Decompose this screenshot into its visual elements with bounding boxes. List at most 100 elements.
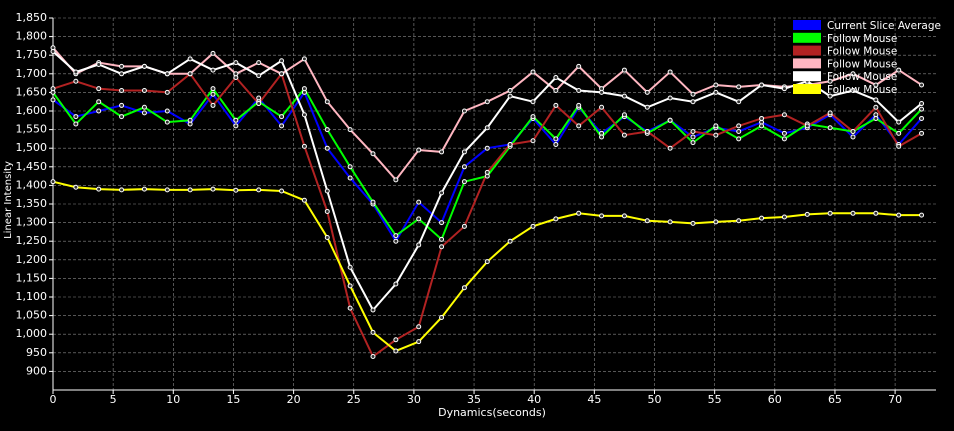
- data-point: [461, 108, 467, 114]
- data-point: [553, 75, 559, 81]
- data-point: [759, 215, 765, 221]
- data-point: [644, 89, 650, 95]
- data-point: [919, 106, 925, 112]
- data-point: [690, 220, 696, 226]
- y-tick-label: 1,150: [16, 271, 48, 284]
- data-point: [621, 213, 627, 219]
- data-point: [576, 123, 582, 129]
- data-point: [599, 104, 605, 110]
- data-point: [301, 197, 307, 203]
- data-point: [96, 186, 102, 192]
- data-point: [553, 216, 559, 222]
- x-axis-label: Dynamics(seconds): [438, 406, 546, 419]
- data-point: [233, 123, 239, 129]
- data-point: [73, 121, 79, 127]
- data-point: [919, 101, 925, 107]
- data-point: [873, 97, 879, 103]
- data-point: [324, 188, 330, 194]
- x-tick-label: 20: [287, 393, 301, 406]
- data-point: [736, 99, 742, 105]
- data-point: [347, 283, 353, 289]
- data-point: [233, 60, 239, 66]
- y-tick-label: 1,450: [16, 160, 48, 173]
- data-point: [73, 184, 79, 190]
- data-point: [461, 223, 467, 229]
- y-axis-label: Linear Intensity: [3, 161, 14, 239]
- data-point: [164, 187, 170, 193]
- data-point: [73, 78, 79, 84]
- data-point: [781, 86, 787, 92]
- data-point: [347, 127, 353, 133]
- data-point: [233, 117, 239, 123]
- data-point: [576, 88, 582, 94]
- data-point: [667, 117, 673, 123]
- data-point: [484, 125, 490, 131]
- legend-swatch: [793, 71, 821, 82]
- x-tick-label: 30: [407, 393, 421, 406]
- data-point: [50, 97, 56, 103]
- data-point: [119, 63, 125, 69]
- data-point: [644, 218, 650, 224]
- y-tick-label: 1,250: [16, 234, 48, 247]
- data-point: [804, 123, 810, 129]
- data-point: [896, 67, 902, 73]
- data-point: [347, 305, 353, 311]
- data-point: [736, 128, 742, 134]
- data-point: [530, 223, 536, 229]
- data-point: [256, 73, 262, 79]
- data-point: [850, 134, 856, 140]
- data-point: [896, 143, 902, 149]
- data-point: [690, 91, 696, 97]
- data-point: [416, 324, 422, 330]
- data-point: [256, 60, 262, 66]
- data-point: [896, 119, 902, 125]
- data-point: [690, 134, 696, 140]
- data-point: [461, 285, 467, 291]
- x-tick-label: 10: [166, 393, 180, 406]
- y-tick-label: 950: [26, 346, 47, 359]
- data-point: [576, 102, 582, 108]
- data-point: [599, 134, 605, 140]
- data-point: [164, 89, 170, 95]
- x-tick-label: 70: [888, 393, 902, 406]
- data-point: [370, 199, 376, 205]
- data-point: [736, 84, 742, 90]
- data-point: [461, 164, 467, 170]
- data-point: [850, 71, 856, 77]
- data-point: [759, 115, 765, 121]
- data-point: [713, 89, 719, 95]
- data-point: [736, 136, 742, 142]
- data-point: [119, 187, 125, 193]
- data-point: [599, 89, 605, 95]
- data-point: [553, 136, 559, 142]
- data-point: [141, 110, 147, 116]
- data-point: [301, 56, 307, 62]
- data-point: [324, 208, 330, 214]
- legend-swatch: [793, 45, 821, 56]
- data-point: [141, 104, 147, 110]
- data-point: [347, 164, 353, 170]
- data-point: [530, 138, 536, 144]
- data-point: [621, 112, 627, 118]
- data-point: [484, 259, 490, 265]
- data-point: [667, 95, 673, 101]
- data-point: [370, 329, 376, 335]
- data-point: [73, 69, 79, 75]
- data-point: [896, 130, 902, 136]
- data-point: [141, 63, 147, 69]
- data-point: [873, 115, 879, 121]
- data-point: [324, 99, 330, 105]
- data-point: [279, 58, 285, 64]
- data-point: [781, 112, 787, 118]
- data-point: [301, 86, 307, 92]
- data-point: [736, 218, 742, 224]
- data-point: [781, 136, 787, 142]
- data-point: [324, 234, 330, 240]
- y-tick-label: 1,200: [16, 253, 48, 266]
- data-point: [279, 123, 285, 129]
- data-point: [119, 114, 125, 120]
- data-point: [576, 210, 582, 216]
- data-point: [370, 354, 376, 360]
- y-tick-label: 900: [26, 364, 47, 377]
- data-point: [713, 132, 719, 138]
